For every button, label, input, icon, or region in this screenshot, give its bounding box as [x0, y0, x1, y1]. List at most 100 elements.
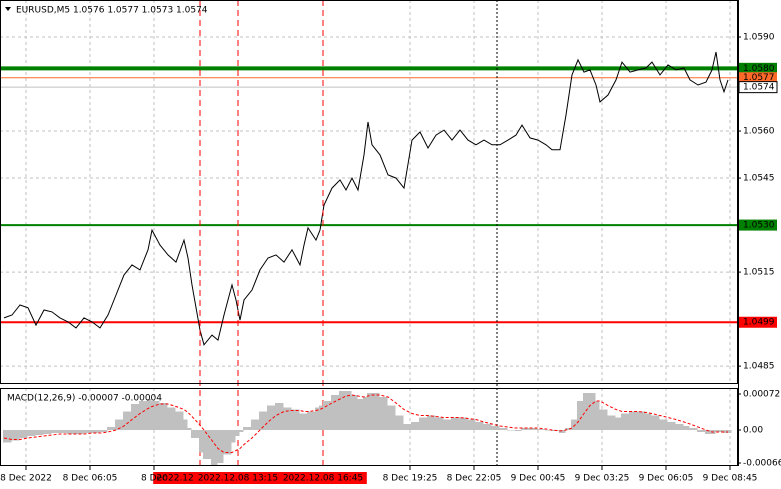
- y-tick-label: 1.0515: [743, 268, 775, 278]
- histogram-bar: [491, 426, 500, 430]
- histogram-bar: [323, 401, 332, 430]
- histogram-bar: [67, 430, 76, 434]
- symbol-menu-icon: [5, 7, 11, 11]
- histogram-bar: [599, 409, 608, 430]
- histogram-bar: [3, 430, 12, 443]
- histogram-bar: [259, 411, 268, 430]
- histogram-bar: [427, 415, 436, 430]
- histogram-bar: [507, 430, 516, 431]
- histogram-bar: [303, 413, 308, 430]
- histogram-bar: [139, 401, 148, 430]
- panel-frame: [0, 0, 738, 384]
- histogram-bar: [645, 413, 652, 430]
- event-label: 2022.12.08 16:45: [283, 474, 363, 484]
- histogram-bar: [475, 422, 484, 430]
- histogram-bar: [499, 428, 508, 430]
- histogram-bar: [91, 430, 100, 433]
- histogram-bar: [199, 430, 204, 453]
- histogram-bar: [395, 415, 404, 430]
- histogram-bar: [387, 405, 396, 430]
- histogram-bar: [435, 417, 444, 430]
- y-tick-label: 0.00072: [743, 390, 780, 400]
- histogram-bar: [239, 430, 244, 432]
- histogram-bar: [537, 429, 546, 430]
- x-tick-label: 9 Dec 03:25: [575, 474, 630, 484]
- histogram-bar: [595, 401, 600, 430]
- histogram-bar: [629, 411, 638, 430]
- histogram-bar: [715, 430, 720, 432]
- histogram-bar: [723, 430, 728, 433]
- histogram-bar: [175, 411, 184, 430]
- histogram-bar: [59, 430, 68, 433]
- histogram-bar: [559, 430, 566, 433]
- event-label-box: [279, 472, 367, 484]
- histogram-bar: [331, 395, 340, 430]
- histogram-bar: [339, 391, 346, 430]
- x-tick-label: 8 Dec 19:25: [383, 474, 438, 484]
- histogram-bar: [235, 430, 240, 436]
- histogram-bar: [211, 430, 218, 465]
- histogram-bar: [667, 422, 676, 430]
- x-tick-label: 8 Dec: [141, 474, 167, 484]
- histogram-bar: [515, 430, 522, 431]
- histogram-bar: [351, 395, 358, 430]
- histogram-bar: [319, 405, 324, 430]
- histogram-bar: [51, 430, 60, 433]
- histogram-bar: [191, 430, 200, 438]
- x-tick-label: 8 Dec 06:05: [63, 474, 118, 484]
- y-tick-label: -0.00066: [743, 459, 781, 469]
- x-tick-label: 9 Dec 08:45: [703, 474, 758, 484]
- level-label: 1.0580: [743, 64, 775, 74]
- level-label: 1.0574: [743, 83, 775, 93]
- histogram-bar: [159, 403, 168, 430]
- x-tick-label: 8 Dec 2022: [0, 474, 52, 484]
- signal-line: [3, 394, 728, 453]
- histogram-bar: [651, 415, 660, 430]
- histogram-bar: [167, 407, 176, 430]
- histogram-bar: [419, 417, 428, 430]
- level-label-box: [739, 62, 777, 74]
- histogram-bar: [697, 430, 706, 432]
- histogram-bar: [35, 430, 44, 435]
- histogram-bar: [403, 424, 412, 430]
- histogram-bar: [299, 413, 304, 430]
- histogram-bar: [689, 428, 698, 430]
- histogram-bar: [615, 417, 622, 430]
- level-label: 1.0530: [743, 221, 775, 231]
- x-tick-label: 9 Dec 00:45: [511, 474, 566, 484]
- histogram-bar: [583, 393, 590, 430]
- histogram-bar: [371, 393, 380, 430]
- level-label-box: [739, 316, 777, 328]
- histogram-bar: [467, 419, 476, 430]
- histogram-bar: [251, 419, 260, 430]
- histogram-bar: [27, 430, 36, 436]
- histogram-bar: [571, 419, 578, 430]
- level-label: 1.0577: [743, 73, 775, 83]
- panel-frame: [0, 388, 738, 466]
- histogram-bar: [217, 430, 224, 463]
- histogram-bar: [151, 401, 160, 430]
- histogram-bar: [521, 428, 530, 430]
- histogram-bar: [345, 391, 352, 430]
- price-line: [3, 51, 729, 346]
- histogram-bar: [577, 401, 584, 430]
- histogram-bar: [545, 430, 552, 431]
- level-label-box: [739, 72, 777, 84]
- vertical-grid: [0, 0, 738, 466]
- histogram-bar: [727, 430, 732, 433]
- histogram-bar: [621, 413, 630, 430]
- histogram-bar: [307, 411, 316, 430]
- histogram-bar: [147, 399, 152, 430]
- histogram-bar: [451, 417, 460, 430]
- histogram-bar: [243, 427, 252, 430]
- panel-title: MACD(12,26,9) -0.00007 -0.00004: [7, 394, 162, 404]
- histogram-bar: [357, 399, 364, 430]
- histogram-bar: [99, 430, 108, 432]
- event-label: 2022.12.08 13:15: [198, 474, 278, 484]
- histogram-bar: [315, 407, 320, 430]
- histogram-bar: [443, 419, 452, 430]
- histogram-bar: [11, 430, 20, 441]
- panel-title: EURUSD,M5 1.0576 1.0577 1.0573 1.0574: [16, 6, 208, 16]
